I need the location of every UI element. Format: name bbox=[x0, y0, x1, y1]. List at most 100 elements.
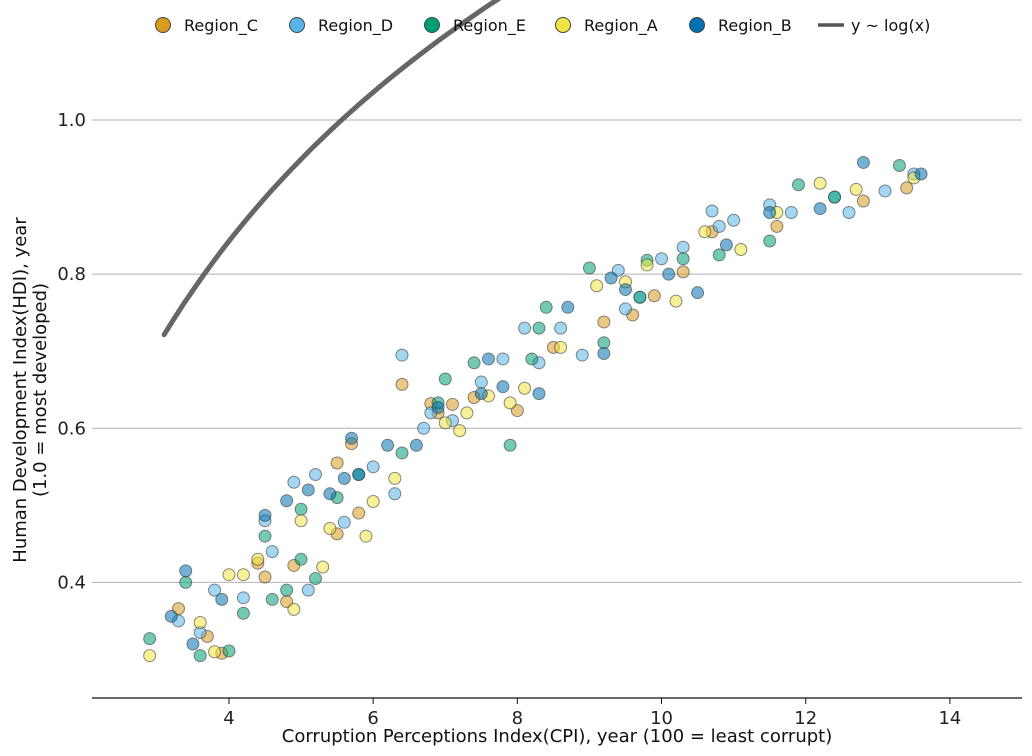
data-point-region-a bbox=[143, 649, 157, 663]
data-point-region-c bbox=[258, 570, 272, 584]
data-point-region-e bbox=[258, 529, 272, 543]
data-point-region-a bbox=[294, 514, 308, 528]
data-point-region-b bbox=[280, 494, 294, 508]
data-point-region-e bbox=[539, 300, 553, 314]
data-point-region-c bbox=[856, 194, 870, 208]
y-tick-label: 0.6 bbox=[57, 418, 86, 439]
data-point-region-d bbox=[265, 545, 279, 559]
data-point-region-a bbox=[236, 568, 250, 582]
data-point-region-d bbox=[366, 460, 380, 474]
data-point-region-b bbox=[474, 387, 488, 401]
data-point-region-e bbox=[222, 644, 236, 658]
gridlines bbox=[92, 119, 1022, 583]
data-point-region-e bbox=[532, 321, 546, 335]
data-point-region-e bbox=[763, 234, 777, 248]
data-point-region-e bbox=[395, 446, 409, 460]
fit-line-layer bbox=[161, 0, 502, 338]
data-point-region-a bbox=[388, 471, 402, 485]
data-point-region-b bbox=[618, 283, 632, 297]
data-point-region-a bbox=[849, 182, 863, 196]
data-point-region-b bbox=[482, 352, 496, 366]
data-point-region-d bbox=[618, 302, 632, 316]
data-point-region-d bbox=[395, 348, 409, 362]
legend-label: Region_E bbox=[453, 16, 526, 36]
data-point-region-a bbox=[193, 615, 207, 629]
y-ticks: 0.4 0.6 0.8 1.0 bbox=[57, 110, 86, 593]
x-tick-label: 10 bbox=[650, 708, 673, 729]
x-axis-title: Corruption Perceptions Index(CPI), year … bbox=[282, 726, 833, 747]
legend-marker-region-e bbox=[424, 17, 440, 33]
data-point-region-e bbox=[467, 356, 481, 370]
legend-label: Region_A bbox=[584, 16, 658, 36]
data-point-region-d bbox=[655, 252, 669, 266]
legend-marker-region-a bbox=[555, 17, 571, 33]
legend-marker-region-b bbox=[689, 17, 705, 33]
data-point-region-a bbox=[640, 258, 654, 272]
data-point-region-d bbox=[208, 583, 222, 597]
data-point-region-d bbox=[496, 352, 510, 366]
data-point-region-e bbox=[280, 583, 294, 597]
data-point-region-e bbox=[179, 575, 193, 589]
legend: Region_C Region_D Region_E Region_A Region_B… bbox=[155, 16, 930, 36]
data-point-region-b bbox=[597, 347, 611, 361]
data-point-region-b bbox=[431, 400, 445, 414]
data-point-region-c bbox=[330, 456, 344, 470]
data-point-region-e bbox=[633, 290, 647, 304]
data-point-region-e bbox=[294, 502, 308, 516]
data-point-region-a bbox=[813, 176, 827, 190]
data-point-region-e bbox=[503, 438, 517, 452]
data-point-region-d bbox=[518, 321, 532, 335]
legend-label: y ~ log(x) bbox=[851, 16, 930, 35]
legend-label: Region_D bbox=[318, 16, 393, 36]
data-point-region-d bbox=[236, 591, 250, 605]
data-point-region-d bbox=[417, 421, 431, 435]
data-point-region-c bbox=[597, 315, 611, 329]
data-point-region-e bbox=[597, 336, 611, 350]
data-point-region-d bbox=[337, 515, 351, 529]
data-point-region-b bbox=[496, 380, 510, 394]
y-tick-label: 0.4 bbox=[57, 572, 86, 593]
data-point-region-c bbox=[676, 265, 690, 279]
x-tick-label: 8 bbox=[512, 708, 523, 729]
data-point-region-a bbox=[222, 568, 236, 582]
data-point-region-c bbox=[395, 377, 409, 391]
data-point-region-d bbox=[705, 204, 719, 218]
data-point-region-b bbox=[604, 271, 618, 285]
data-point-region-d bbox=[308, 468, 322, 482]
data-point-region-d bbox=[388, 487, 402, 501]
data-point-region-a bbox=[208, 645, 222, 659]
data-point-region-a bbox=[359, 529, 373, 543]
data-point-region-a bbox=[366, 495, 380, 508]
data-point-region-b bbox=[352, 468, 366, 482]
data-point-region-a bbox=[323, 521, 337, 535]
data-point-region-d bbox=[474, 375, 488, 389]
data-point-region-a bbox=[734, 243, 748, 257]
y-tick-label: 0.8 bbox=[57, 264, 86, 285]
data-point-region-b bbox=[856, 155, 870, 169]
data-point-region-b bbox=[719, 238, 733, 252]
x-tick-label: 6 bbox=[367, 708, 378, 729]
data-point-region-e bbox=[712, 248, 726, 262]
fit-line bbox=[161, 0, 502, 338]
data-point-region-e bbox=[792, 178, 806, 192]
data-point-region-e bbox=[525, 352, 539, 366]
y-axis-title-line1: Human Development Index(HDI), year bbox=[10, 217, 31, 563]
x-tick-label: 4 bbox=[223, 708, 234, 729]
y-axis-title-line2: (1.0 = most developed) bbox=[30, 283, 51, 497]
data-point-region-d bbox=[676, 240, 690, 254]
data-point-region-a bbox=[503, 396, 517, 410]
data-point-region-c bbox=[900, 181, 914, 195]
data-point-region-e bbox=[143, 632, 157, 646]
data-point-region-c bbox=[352, 506, 366, 520]
data-point-region-b bbox=[763, 206, 777, 220]
data-points bbox=[143, 155, 928, 663]
data-point-region-b bbox=[345, 431, 359, 445]
data-point-region-b bbox=[258, 508, 272, 522]
data-point-region-b bbox=[662, 267, 676, 281]
data-point-region-a bbox=[698, 225, 712, 239]
data-point-region-d bbox=[301, 583, 315, 597]
data-point-region-b bbox=[813, 202, 827, 216]
data-point-region-a bbox=[438, 416, 452, 430]
data-point-region-a bbox=[669, 294, 683, 308]
data-point-region-a bbox=[518, 381, 532, 395]
